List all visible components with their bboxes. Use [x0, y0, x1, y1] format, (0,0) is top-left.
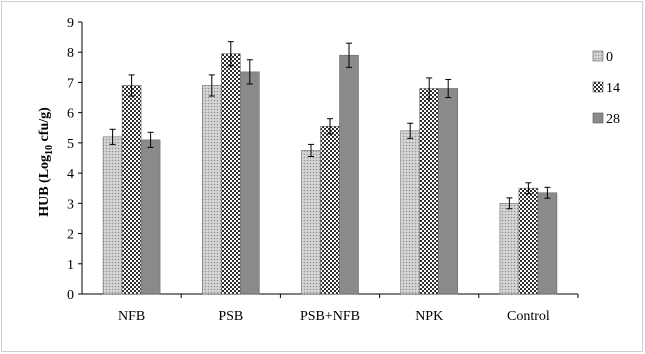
bar-psb-nfb-series-28: [339, 54, 359, 295]
y-tick-label: 6: [67, 107, 74, 122]
legend-swatch-14: [592, 81, 604, 93]
y-tick-label: 2: [67, 228, 74, 243]
legend-swatch-28: [592, 112, 604, 124]
legend: 0 14 28: [592, 50, 620, 127]
bar-npk-series-28: [438, 88, 459, 295]
bar-npk-series-0: [400, 130, 421, 295]
bar-nfb-series-28: [140, 139, 161, 295]
y-tick-label: 9: [67, 16, 74, 31]
y-tick-label: 0: [67, 288, 74, 303]
y-tick-label: 3: [67, 197, 74, 212]
bar-control-series-28: [537, 192, 558, 295]
bar-control-series-0: [499, 203, 520, 295]
y-tick-label: 4: [67, 167, 74, 182]
legend-label: 0: [606, 50, 613, 65]
bar-control-series-14: [518, 187, 539, 295]
bar-psb-nfb-series-0: [301, 150, 321, 295]
legend-label: 14: [606, 81, 620, 96]
y-tick-label: 1: [67, 258, 74, 273]
bar-psb-series-28: [240, 71, 260, 295]
y-tick-label: 7: [67, 76, 74, 91]
x-category-label: Control: [507, 309, 550, 324]
y-axis-label: HUB (Log10 cfu/g): [37, 107, 55, 217]
y-tick-label: 5: [67, 137, 74, 152]
bar-nfb-series-0: [102, 136, 123, 295]
x-category-label: PSB+NFB: [300, 309, 360, 324]
x-category-label: NPK: [415, 309, 443, 324]
bar-npk-series-14: [419, 88, 440, 295]
legend-swatch-0: [592, 50, 604, 62]
x-category-label: NFB: [118, 309, 145, 324]
bar-psb-series-0: [202, 85, 222, 295]
bar-nfb-series-14: [121, 85, 142, 295]
y-tick-label: 8: [67, 46, 74, 61]
plot-area: 0 1 2 3 4 5 6 7 8 9 NFB PSB PSB+NFB NPK Control: [67, 16, 579, 324]
legend-label: 28: [606, 112, 620, 127]
bar-psb-series-14: [221, 53, 241, 295]
x-category-label: PSB: [218, 309, 243, 324]
bar-psb-nfb-series-14: [320, 125, 340, 295]
